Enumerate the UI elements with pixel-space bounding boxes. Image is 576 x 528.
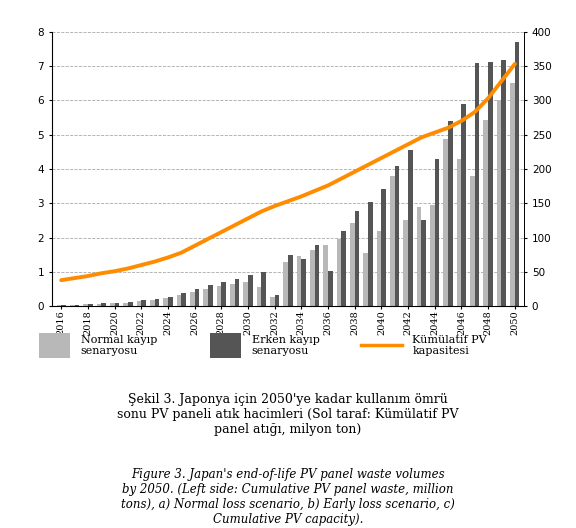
Bar xyxy=(310,250,314,306)
Bar xyxy=(168,297,173,306)
Bar xyxy=(115,303,119,306)
Text: Erken kayıp
senaryosu: Erken kayıp senaryosu xyxy=(252,335,320,356)
Text: Kümülatif PV
kapasitesi: Kümülatif PV kapasitesi xyxy=(412,335,487,356)
Bar xyxy=(248,275,253,306)
Bar xyxy=(461,105,466,306)
Bar xyxy=(150,300,154,306)
Bar xyxy=(355,211,359,306)
Bar xyxy=(417,206,422,306)
Bar xyxy=(88,304,93,306)
Bar xyxy=(377,231,381,306)
Bar xyxy=(203,289,208,306)
Bar xyxy=(154,299,159,306)
Bar xyxy=(39,333,70,358)
Bar xyxy=(56,305,61,306)
Bar xyxy=(257,287,262,306)
Bar xyxy=(350,223,355,306)
Bar xyxy=(110,303,115,306)
Bar xyxy=(70,305,74,306)
Bar xyxy=(457,159,461,306)
Bar xyxy=(177,295,181,306)
Bar xyxy=(262,272,266,306)
Text: Normal kayıp
senaryosu: Normal kayıp senaryosu xyxy=(81,335,157,356)
Bar xyxy=(390,176,395,306)
Bar xyxy=(430,205,435,306)
Bar xyxy=(195,289,199,306)
Bar xyxy=(128,302,132,306)
Bar xyxy=(190,292,195,306)
Bar xyxy=(515,42,520,306)
Bar xyxy=(363,253,368,306)
Bar xyxy=(61,305,66,306)
Bar xyxy=(470,176,475,306)
Bar xyxy=(270,297,275,306)
Text: Şekil 3. Japonya için 2050'ye kadar kullanım ömrü
sonu PV paneli atık hacimleri : Şekil 3. Japonya için 2050'ye kadar kull… xyxy=(118,393,458,436)
Bar xyxy=(314,245,319,306)
Bar xyxy=(101,304,106,306)
Bar xyxy=(337,239,342,306)
Bar xyxy=(510,83,515,306)
Bar xyxy=(297,257,301,306)
Bar xyxy=(483,120,488,306)
Bar xyxy=(137,301,141,306)
Bar xyxy=(230,284,234,306)
Bar xyxy=(328,271,333,306)
Bar xyxy=(275,295,279,306)
Bar xyxy=(301,259,306,306)
Bar xyxy=(163,298,168,306)
Bar xyxy=(83,304,88,306)
Bar xyxy=(208,285,213,306)
Bar xyxy=(368,202,373,306)
Bar xyxy=(221,281,226,306)
Bar xyxy=(497,100,502,306)
Bar xyxy=(283,262,288,306)
Bar xyxy=(323,245,328,306)
Bar xyxy=(422,221,426,306)
Bar xyxy=(141,300,146,306)
Bar xyxy=(381,189,386,306)
Bar xyxy=(444,139,448,306)
Bar xyxy=(181,293,186,306)
Bar xyxy=(488,62,493,306)
Bar xyxy=(217,286,221,306)
Bar xyxy=(288,254,293,306)
Bar xyxy=(342,231,346,306)
Bar xyxy=(475,63,479,306)
Text: Figure 3. Japan's end-of-life PV panel waste volumes
by 2050. (Left side: Cumula: Figure 3. Japan's end-of-life PV panel w… xyxy=(121,468,455,526)
Bar xyxy=(395,166,399,306)
Bar xyxy=(210,333,241,358)
Bar xyxy=(97,304,101,306)
Bar xyxy=(448,121,453,306)
Bar xyxy=(403,220,408,306)
Bar xyxy=(435,159,439,306)
Bar xyxy=(234,279,239,306)
Bar xyxy=(74,305,79,306)
Bar xyxy=(502,60,506,306)
Bar xyxy=(243,281,248,306)
Bar xyxy=(123,303,128,306)
Bar xyxy=(408,150,413,306)
